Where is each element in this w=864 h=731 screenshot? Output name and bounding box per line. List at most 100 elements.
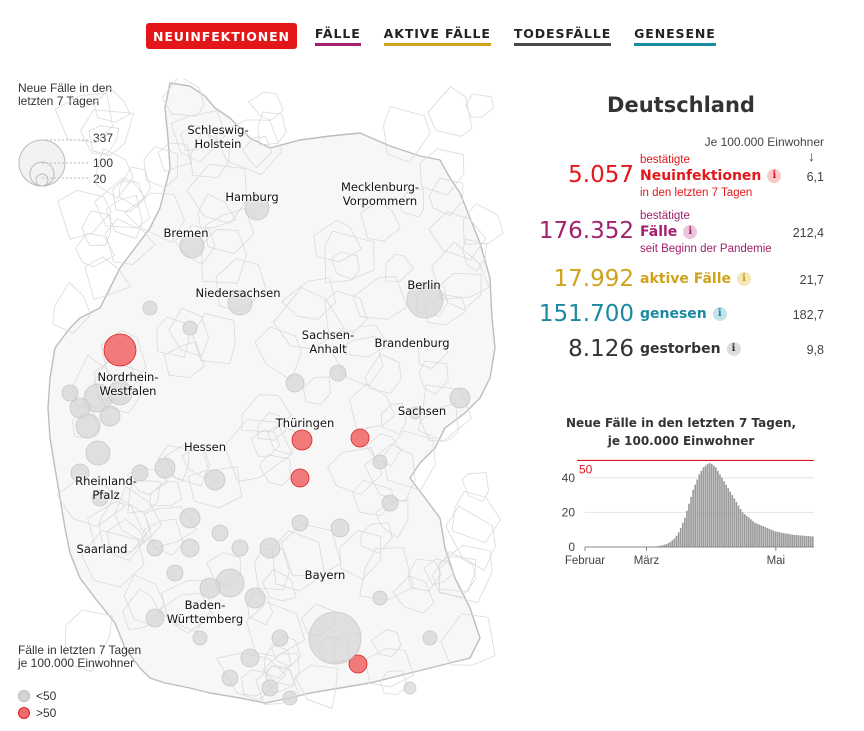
bar	[669, 541, 672, 547]
district-border	[418, 360, 449, 395]
district-border	[352, 479, 394, 517]
stat-label: genesen i	[640, 306, 727, 322]
y-tick-label: 40	[562, 471, 576, 485]
bar	[698, 474, 701, 547]
bar	[671, 540, 674, 547]
tab-aktive-faelle[interactable]: AKTIVE FÄLLE	[383, 26, 491, 46]
low-rate-bubble	[192, 630, 208, 646]
district-border	[344, 324, 390, 358]
rate-legend-high-label: >50	[36, 706, 57, 720]
tab-neuinfektionen[interactable]: NEUINFEKTIONEN	[146, 23, 297, 49]
low-rate-bubble	[330, 518, 350, 538]
high-rate-bubble	[290, 468, 310, 488]
bar	[702, 467, 705, 547]
low-rate-bubble	[199, 577, 221, 599]
stat-pre: bestätigte	[640, 154, 690, 166]
germany-map-svg[interactable]	[40, 75, 510, 713]
rate-legend-high: >50	[18, 706, 56, 720]
district-border	[57, 189, 112, 240]
stat-label-text: aktive Fälle	[640, 271, 732, 287]
low-rate-bubble	[154, 457, 176, 479]
district-border	[440, 613, 496, 666]
bar	[743, 514, 746, 547]
bar	[803, 535, 806, 547]
district-border	[294, 665, 338, 709]
district-border	[187, 466, 243, 509]
info-icon[interactable]: i	[726, 342, 741, 356]
district-border	[180, 124, 211, 152]
tab-todesfaelle[interactable]: TODESFÄLLE	[513, 26, 612, 46]
chart-title: Neue Fälle in den letzten 7 Tagen, je 10…	[565, 416, 797, 448]
district-border	[127, 479, 161, 514]
bar	[791, 534, 793, 547]
bar	[741, 512, 744, 547]
info-icon[interactable]: i	[712, 307, 727, 321]
tab-genesene[interactable]: GENESENE	[634, 26, 716, 46]
district-border	[258, 454, 291, 487]
district-border	[302, 376, 331, 405]
district-border	[168, 307, 210, 357]
district-border	[438, 544, 493, 604]
bar	[686, 510, 688, 547]
state-label-schleswigholstein: Schleswig- Holstein	[187, 123, 249, 151]
weekly-cases-chart[interactable]: 0 20 40 50 Februar März Mai	[555, 455, 820, 575]
stat-value: 176.352	[538, 218, 634, 244]
district-border	[156, 316, 190, 358]
state-label-nordrheinwestfalen: Nordrhein- Westfalen	[97, 370, 159, 398]
district-border	[262, 653, 300, 686]
size-legend-337: 337	[93, 131, 114, 145]
district-border	[360, 522, 393, 554]
district-border	[94, 177, 151, 229]
bar	[719, 474, 721, 547]
low-rate-bubble	[329, 364, 347, 382]
district-border	[363, 443, 416, 503]
low-rate-bubble	[291, 514, 309, 532]
bar	[661, 545, 663, 547]
bar	[762, 526, 765, 547]
bar	[667, 543, 670, 547]
low-rate-bubble	[221, 669, 239, 687]
district-border	[56, 477, 126, 528]
bar	[807, 536, 810, 547]
district-border	[257, 111, 287, 146]
low-rate-bubble	[204, 469, 226, 491]
district-border	[81, 529, 145, 588]
bar	[747, 517, 750, 547]
arrow-down-icon: ↓	[808, 148, 815, 164]
state-label-rheinlandpfalz: Rheinland- Pfalz	[75, 474, 137, 502]
bar	[710, 463, 713, 547]
case-bubbles	[61, 195, 471, 706]
low-rate-bubble	[240, 648, 260, 668]
size-legend-title: Neue Fälle in den letzten 7 Tagen	[18, 81, 113, 108]
district-border	[164, 444, 209, 487]
district-border	[81, 210, 112, 246]
info-icon[interactable]: i	[683, 225, 698, 239]
bar	[712, 465, 715, 547]
info-icon[interactable]: i	[737, 272, 752, 286]
district-border	[181, 449, 211, 479]
district-border	[428, 211, 487, 261]
bar	[750, 519, 752, 547]
bar	[772, 530, 775, 547]
bar	[793, 534, 796, 547]
info-icon[interactable]: i	[767, 169, 782, 183]
bar	[811, 536, 814, 547]
low-rate-bubble	[215, 568, 245, 598]
low-rate-bubble	[70, 463, 90, 483]
district-border	[383, 106, 431, 163]
district-border	[427, 86, 473, 137]
district-border	[254, 548, 290, 591]
district-border	[398, 188, 424, 218]
high-rate-bubble	[348, 654, 368, 674]
district-border	[143, 518, 184, 556]
district-border	[52, 281, 92, 334]
low-rate-bubble	[285, 373, 305, 393]
district-border	[224, 419, 293, 482]
stat-value: 17.992	[553, 266, 634, 292]
district-border	[364, 353, 402, 394]
tab-faelle[interactable]: FÄLLE	[314, 26, 361, 46]
germany-map[interactable]: Schleswig- Holstein Hamburg Mecklenburg- Vor…	[40, 75, 510, 713]
bar	[684, 517, 686, 547]
district-border	[281, 277, 336, 320]
